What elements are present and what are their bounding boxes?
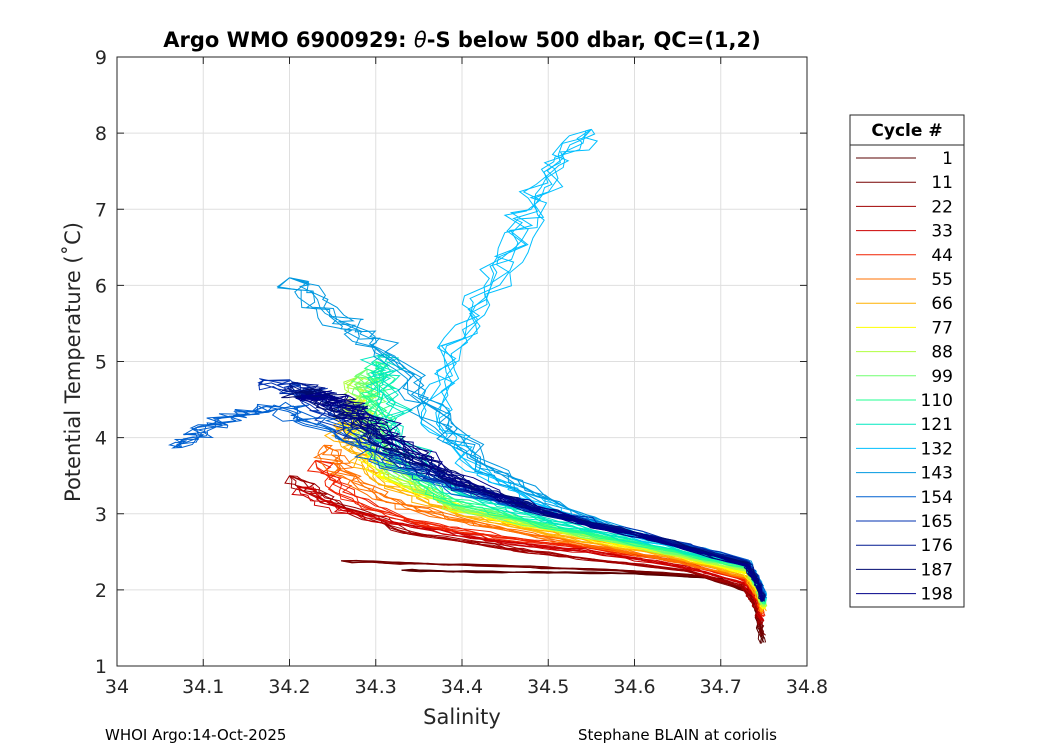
profile-line-cycle-143	[289, 277, 767, 598]
profile-line-cycle-110	[360, 361, 764, 605]
x-tick-labels: 34 34.1 34.2 34.3 34.4 34.5 34.6 34.7 34.8	[105, 676, 828, 698]
y-tick-label: 6	[95, 275, 107, 297]
legend: Cycle # 11122334455667788991101211321431…	[849, 114, 965, 608]
x-tick-label: 34.6	[613, 676, 655, 698]
legend-label: 55	[931, 270, 953, 290]
legend-label: 33	[931, 222, 953, 242]
x-tick-label: 34.5	[527, 676, 569, 698]
legend-label: 11	[931, 173, 953, 193]
legend-label: 143	[921, 464, 953, 484]
legend-label: 77	[931, 318, 953, 338]
x-tick-label: 34.4	[441, 676, 483, 698]
plot-area: 34 34.1 34.2 34.3 34.4 34.5 34.6 34.7 34.8 12345…	[95, 47, 828, 698]
legend-box	[849, 114, 965, 608]
legend-label: 66	[931, 294, 953, 314]
footer-credit-left: WHOI Argo:14-Oct-2025	[105, 726, 287, 744]
profile-line-cycle-198	[306, 390, 766, 602]
y-tick-label: 7	[95, 199, 107, 221]
x-tick-label: 34.7	[700, 676, 742, 698]
legend-label: 22	[931, 197, 953, 217]
profile-lines	[167, 128, 768, 644]
legend-label: 187	[921, 560, 953, 580]
y-tick-label: 4	[95, 428, 107, 450]
legend-label: 121	[921, 415, 953, 435]
legend-label: 88	[931, 343, 953, 363]
profile-line-cycle-66	[323, 422, 762, 613]
profile-line-cycle-198	[295, 395, 764, 602]
profile-line-cycle-198	[301, 395, 764, 602]
profile-line-cycle-198	[300, 394, 765, 603]
y-tick-label: 3	[95, 504, 107, 526]
x-tick-label: 34.8	[786, 676, 828, 698]
x-axis-label: Salinity	[423, 705, 501, 729]
legend-label: 165	[921, 512, 953, 532]
legend-title: Cycle #	[871, 121, 942, 141]
footer-credit-right: Stephane BLAIN at coriolis	[578, 726, 777, 744]
y-tick-label: 8	[95, 123, 107, 145]
legend-entries: 1112233445566778899110121132143154165176…	[856, 149, 953, 605]
legend-label: 132	[921, 439, 953, 459]
legend-label: 154	[921, 488, 953, 508]
x-tick-label: 34	[105, 676, 129, 698]
x-tick-label: 34.1	[182, 676, 224, 698]
y-tick-label: 9	[95, 47, 107, 69]
legend-label: 1	[942, 149, 953, 169]
y-tick-label: 5	[95, 352, 107, 374]
profile-line-cycle-198	[297, 395, 765, 602]
y-axis-label: Potential Temperature (˚C)	[61, 222, 85, 502]
legend-label: 198	[921, 585, 953, 605]
x-tick-label: 34.2	[268, 676, 310, 698]
profile-line-cycle-66	[341, 421, 764, 612]
tick-marks	[116, 56, 808, 667]
x-tick-label: 34.3	[355, 676, 397, 698]
legend-label: 176	[921, 536, 953, 556]
profile-line-cycle-154	[181, 401, 766, 597]
legend-label: 44	[931, 246, 953, 266]
y-tick-labels: 1 2 3 4 5 6 7 8 9	[95, 47, 107, 678]
y-tick-label: 2	[95, 580, 107, 602]
y-tick-label: 1	[95, 656, 107, 678]
legend-label: 110	[921, 391, 953, 411]
legend-label: 99	[931, 367, 953, 387]
chart-title: Argo WMO 6900929: θ-S below 500 dbar, QC…	[163, 28, 760, 52]
